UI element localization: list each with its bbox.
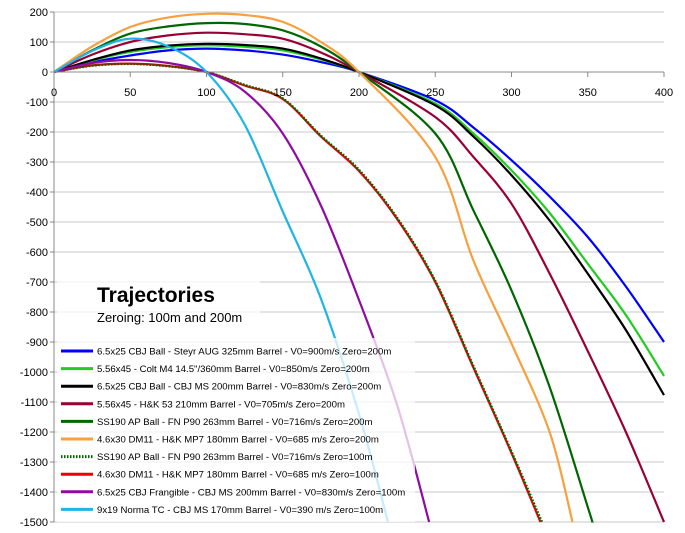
- y-tick-label: -800: [26, 307, 48, 319]
- chart-subtitle: Zeroing: 100m and 200m: [97, 310, 242, 325]
- y-tick-label: -200: [26, 127, 48, 139]
- y-tick-label: -1400: [20, 487, 48, 499]
- y-tick-label: -700: [26, 277, 48, 289]
- legend-box: [57, 338, 415, 522]
- series-line-3: [54, 42, 665, 396]
- legend-entry: 5.56x45 - H&K 53 210mm Barrel - V0=705m/…: [97, 399, 345, 410]
- legend-entry: 5.56x45 - Colt M4 14.5"/360mm Barrel - V…: [97, 364, 370, 375]
- x-tick-label: 150: [274, 87, 292, 99]
- x-tick-label: 350: [579, 87, 597, 99]
- y-tick-label: -1200: [20, 427, 48, 439]
- y-tick-label: 0: [42, 67, 48, 79]
- legend-entry: 9x19 Norma TC - CBJ MS 170mm Barrel - V0…: [97, 505, 383, 516]
- legend-entry: 6.5x25 CBJ Ball - CBJ MS 200mm Barrel - …: [97, 382, 381, 393]
- y-tick-label: 200: [30, 7, 48, 19]
- legend-entry: 6.5x25 CBJ Ball - Steyr AUG 325mm Barrel…: [97, 347, 391, 358]
- y-tick-label: -900: [26, 337, 48, 349]
- legend-entry: 6.5x25 CBJ Frangible - CBJ MS 200mm Barr…: [97, 487, 405, 498]
- y-tick-label: -500: [26, 217, 48, 229]
- series-line-5: [54, 21, 594, 523]
- x-tick-label: 250: [426, 87, 444, 99]
- x-tick-label: 300: [502, 87, 520, 99]
- y-tick-label: -600: [26, 247, 48, 259]
- y-tick-label: -1000: [20, 367, 48, 379]
- x-tick-label: 400: [655, 87, 673, 99]
- series-line-7: [54, 62, 544, 523]
- y-tick-label: -400: [26, 187, 48, 199]
- legend-entry: 4.6x30 DM11 - H&K MP7 180mm Barrel - V0=…: [97, 435, 379, 446]
- legend: Trajectories Zeroing: 100m and 200m 6.5x…: [57, 280, 415, 522]
- y-tick-label: -1500: [20, 517, 48, 529]
- title-box: [57, 280, 260, 338]
- y-tick-label: -1100: [21, 397, 48, 409]
- y-tick-label: -300: [26, 157, 48, 169]
- series-lines: [54, 12, 666, 523]
- x-tick-label: 200: [350, 87, 368, 99]
- y-tick-label: -100: [26, 97, 48, 109]
- x-tick-label: 0: [51, 87, 57, 99]
- chart-title: Trajectories: [97, 284, 215, 307]
- y-tick-label: 100: [30, 37, 48, 49]
- x-tick-label: 100: [197, 87, 215, 99]
- legend-entry: SS190 AP Ball - FN P90 263mm Barrel - V0…: [97, 417, 373, 428]
- x-tick-label: 50: [124, 87, 136, 99]
- legend-entry: 4.6x30 DM11 - H&K MP7 180mm Barrel - V0=…: [97, 470, 379, 481]
- axes: 2001000-100-200-300-400-500-600-700-800-…: [20, 7, 673, 529]
- series-line-6: [54, 12, 574, 523]
- y-tick-label: -1300: [20, 457, 48, 469]
- legend-entry: SS190 AP Ball - FN P90 263mm Barrel - V0…: [97, 452, 373, 463]
